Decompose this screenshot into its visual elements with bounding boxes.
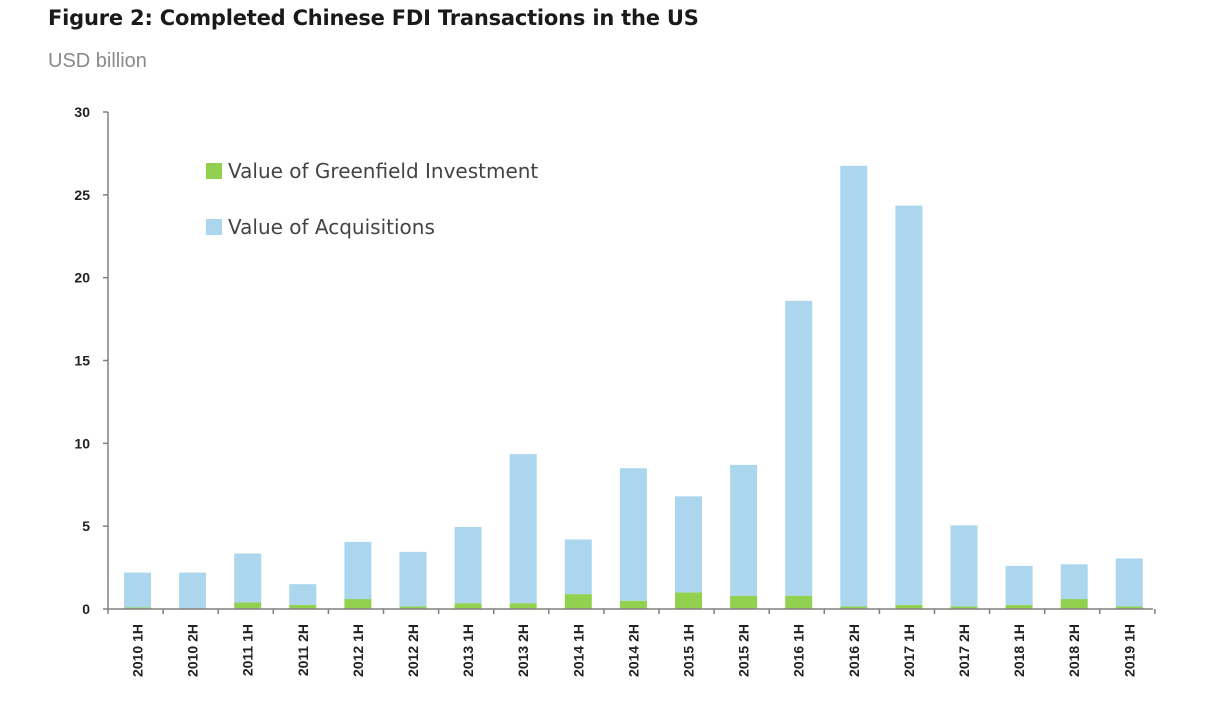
bar-acquisitions xyxy=(730,464,758,596)
bar-acquisitions xyxy=(399,551,427,607)
bar-greenfield xyxy=(344,599,372,609)
x-tick-label: 2019 1H xyxy=(1121,624,1137,677)
x-tick-label: 2016 2H xyxy=(846,624,862,677)
y-tick-label: 20 xyxy=(74,270,90,286)
bar-greenfield xyxy=(509,603,537,609)
x-tick-label: 2011 2H xyxy=(295,624,311,676)
bar-greenfield xyxy=(895,604,923,609)
x-tick-label: 2014 2H xyxy=(625,624,641,677)
y-tick-label: 0 xyxy=(82,601,90,617)
bar-acquisitions xyxy=(234,553,262,603)
chart-subtitle: USD billion xyxy=(48,50,147,72)
x-tick-label: 2015 2H xyxy=(736,624,752,677)
bar-greenfield xyxy=(234,602,262,609)
bar-greenfield xyxy=(1060,599,1088,609)
y-axis: 0 5 10 15 20 25 30 xyxy=(74,104,109,617)
x-tick-label: 2016 1H xyxy=(791,624,807,677)
bar-greenfield xyxy=(399,606,427,609)
bar-greenfield xyxy=(1005,604,1033,609)
x-tick-label: 2013 2H xyxy=(515,624,531,677)
bar-acquisitions xyxy=(289,584,317,605)
bar-acquisitions xyxy=(785,300,813,596)
x-tick-label: 2013 1H xyxy=(460,624,476,677)
y-tick-label: 30 xyxy=(74,104,90,120)
bar-acquisitions xyxy=(509,454,537,604)
x-tick-label: 2017 2H xyxy=(956,624,972,677)
bar-group xyxy=(124,165,1143,609)
bar-acquisitions xyxy=(840,165,868,607)
legend-label-greenfield: Value of Greenfield Investment xyxy=(228,159,538,183)
x-tick-label: 2012 2H xyxy=(405,624,421,677)
legend: Value of Greenfield Investment Value of … xyxy=(206,159,538,239)
bar-greenfield xyxy=(950,606,978,609)
x-tick-label: 2012 1H xyxy=(350,624,366,677)
x-axis: 2010 1H 2010 2H 2011 1H 2011 2H 2012 1H 2012 … xyxy=(107,608,1156,677)
bar-acquisitions xyxy=(344,541,372,600)
legend-swatch-greenfield xyxy=(206,163,222,179)
bar-greenfield xyxy=(785,595,813,609)
legend-label-acquisitions: Value of Acquisitions xyxy=(228,215,435,239)
bar-greenfield xyxy=(289,604,317,609)
chart-title: Figure 2: Completed Chinese FDI Transact… xyxy=(48,6,699,30)
x-tick-label: 2018 1H xyxy=(1011,624,1027,677)
bar-acquisitions xyxy=(179,572,207,609)
y-tick-label: 25 xyxy=(74,187,90,203)
x-tick-label: 2011 1H xyxy=(240,624,256,676)
x-tick-label: 2010 1H xyxy=(130,624,146,677)
bar-acquisitions xyxy=(950,525,978,607)
legend-swatch-acquisitions xyxy=(206,219,222,235)
bar-greenfield xyxy=(564,594,592,609)
bar-acquisitions xyxy=(564,539,592,595)
x-tick-label: 2014 1H xyxy=(570,624,586,677)
bar-acquisitions xyxy=(454,526,482,604)
x-tick-label: 2010 2H xyxy=(185,624,201,677)
bar-greenfield xyxy=(454,603,482,609)
x-tick-label: 2015 1H xyxy=(681,624,697,677)
bar-greenfield xyxy=(730,595,758,609)
x-tick-label: 2017 1H xyxy=(901,624,917,677)
bar-acquisitions xyxy=(895,205,923,605)
x-tick-label: 2018 2H xyxy=(1066,624,1082,677)
bar-greenfield xyxy=(1115,606,1143,609)
bar-acquisitions xyxy=(124,572,151,608)
bar-acquisitions xyxy=(1005,565,1033,605)
bar-acquisitions xyxy=(619,468,647,601)
bar-acquisitions xyxy=(1115,558,1143,607)
y-tick-label: 15 xyxy=(74,353,90,369)
bar-acquisitions xyxy=(1060,564,1088,600)
bar-greenfield xyxy=(619,600,647,609)
bar-acquisitions xyxy=(675,496,702,593)
bar-greenfield xyxy=(124,607,151,609)
y-tick-label: 10 xyxy=(74,435,90,451)
bar-greenfield xyxy=(675,592,702,609)
y-tick-label: 5 xyxy=(82,518,90,534)
bar-greenfield xyxy=(840,606,868,609)
